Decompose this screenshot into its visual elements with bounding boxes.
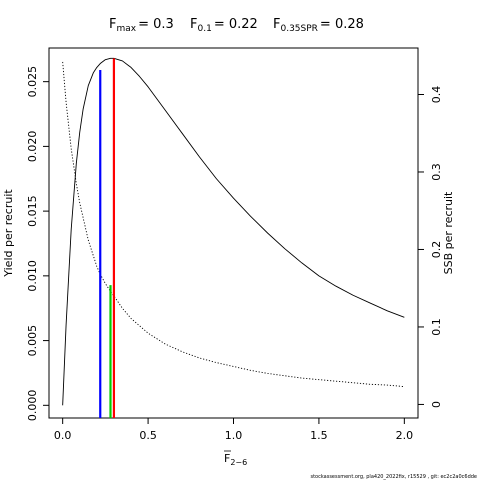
y-right-tick-label: 0.1 [430,318,443,336]
x-tick-label: 0.0 [54,429,72,442]
title-f01-value: = 0.22 [214,17,258,32]
y-left-tick-label: 0.020 [26,131,39,163]
y-left-tick-label: 0.015 [26,195,39,227]
title-fspr: F0.35SPR = 0.28 [273,17,364,34]
title-f01-sub: 0.1 [197,24,211,34]
title-fmax: Fmax = 0.3 [109,17,174,34]
title-fmax-sub: max [116,24,136,34]
y-axis-left-label: Yield per recruit [2,189,15,278]
x-axis-label-main: F [224,452,230,465]
y-axis-right-label: SSB per recruit [442,191,455,274]
y-left-tick-label: 0.005 [26,325,39,357]
y-left-tick-label: 0.025 [26,66,39,98]
title-fmax-value: = 0.3 [138,17,174,32]
title-f01-main: F [190,17,197,32]
footer-note: stockassessment.org, pla420_2022fix, r15… [310,474,477,480]
y-right-tick-label: 0.3 [430,163,443,181]
y-left-tick-label: 0.010 [26,260,39,292]
y-axis-right: 0 0.1 0.2 0.3 0.4 [418,86,443,408]
series-group [62,57,405,406]
title-fspr-main: F [273,17,280,32]
x-tick-label: 1.0 [225,429,243,442]
x-axis-label: F2−6 [224,452,247,467]
x-tick-label: 2.0 [396,429,414,442]
title-fspr-value: = 0.28 [320,17,364,32]
y-left-tick-label: 0.000 [26,390,39,422]
x-tick-label: 0.5 [139,429,157,442]
plot-frame [48,47,419,419]
yield-per-recruit-line [62,57,405,406]
y-right-tick-label: 0.4 [430,86,443,104]
x-tick-label: 1.5 [310,429,328,442]
y-right-tick-label: 0 [430,401,443,408]
title-fspr-sub: 0.35SPR [280,24,317,34]
title-fmax-main: F [109,17,116,32]
title-f01: F0.1 = 0.22 [190,17,258,34]
reference-lines [99,58,116,418]
y-right-tick-label: 0.2 [430,241,443,259]
x-axis: 0.0 0.5 1.0 1.5 2.0 [54,418,413,442]
y-axis-left: 0.000 0.005 0.010 0.015 0.020 0.025 [26,66,49,421]
ssb-per-recruit-line [62,61,405,388]
x-axis-label-sub: 2−6 [230,458,247,467]
